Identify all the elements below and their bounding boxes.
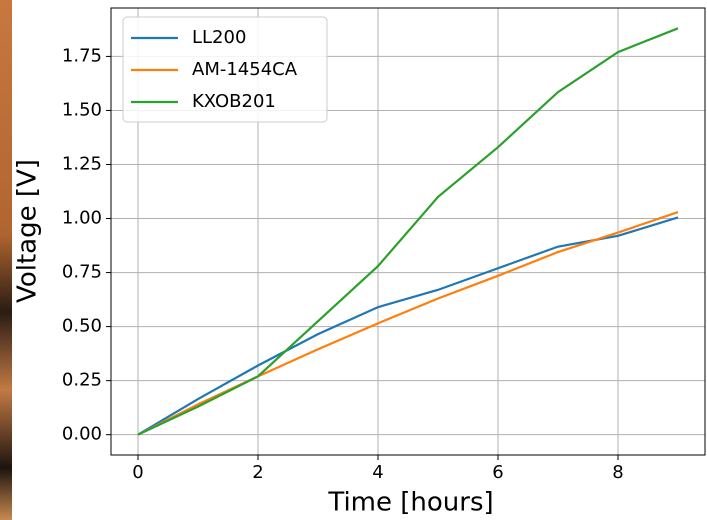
y-tick-label: 0.50 — [62, 316, 102, 337]
x-tick-label: 0 — [132, 462, 143, 483]
x-tick-label: 8 — [612, 462, 623, 483]
legend-label: LL200 — [192, 27, 246, 48]
series-line — [137, 211, 679, 436]
y-tick-label: 1.50 — [62, 99, 102, 120]
legend-label: KXOB201 — [192, 91, 276, 112]
y-tick-label: 0.25 — [62, 370, 102, 391]
legend-box — [122, 16, 328, 123]
y-tick-label: 1.25 — [62, 153, 102, 174]
plot-lines — [137, 27, 679, 436]
x-tick-label: 2 — [252, 462, 263, 483]
x-tick-label: 6 — [492, 462, 503, 483]
y-tick-label: 0.00 — [62, 424, 102, 445]
x-axis-label: Time [hours] — [327, 488, 493, 518]
y-axis-label: Voltage [V] — [13, 159, 43, 303]
series-line — [137, 27, 679, 436]
y-tick-label: 0.75 — [62, 262, 102, 283]
background-photo — [0, 0, 12, 520]
y-tick-label: 1.00 — [62, 208, 102, 229]
plot-frame — [110, 7, 706, 456]
legend-label: AM-1454CA — [192, 59, 298, 80]
y-tick-label: 1.75 — [62, 45, 102, 66]
x-tick-label: 4 — [372, 462, 383, 483]
series-line — [137, 216, 679, 436]
